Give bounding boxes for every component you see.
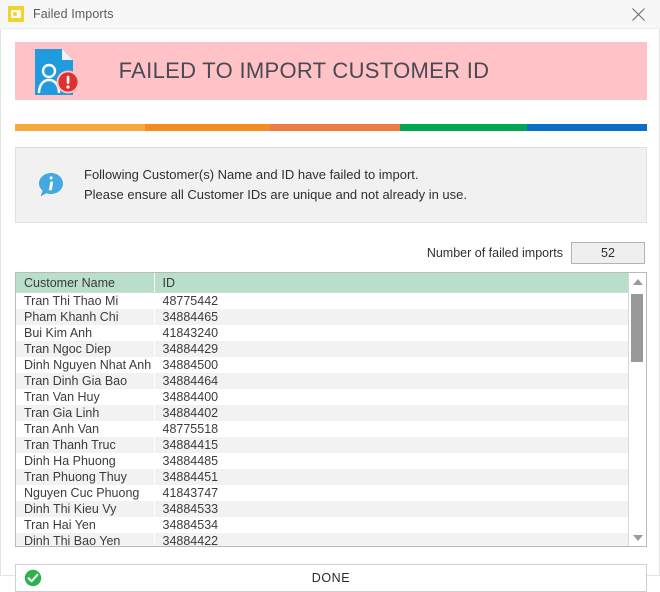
failed-count-value: 52 (571, 242, 645, 264)
table-row[interactable]: Dinh Ha Phuong 34884485 (16, 453, 628, 469)
cell-customer-name: Bui Kim Anh (16, 325, 155, 341)
table-row[interactable]: Tran Dinh Gia Bao 34884464 (16, 373, 628, 389)
cell-id: 34884429 (154, 341, 628, 357)
cell-customer-name: Tran Gia Linh (16, 405, 155, 421)
failed-count-label: Number of failed imports (426, 246, 563, 260)
table-row[interactable]: Nguyen Cuc Phuong 41843747 (16, 485, 628, 501)
cell-id: 34884400 (154, 389, 628, 405)
table-grid: Customer Name ID Tran Thi Thao Mi 4877544… (16, 273, 628, 546)
table-scrollbar[interactable] (628, 273, 646, 546)
error-banner: FAILED TO IMPORT CUSTOMER ID (15, 42, 647, 100)
done-button-label: DONE (311, 571, 351, 585)
scrollbar-track[interactable] (629, 290, 646, 529)
cell-customer-name: Dinh Ha Phuong (16, 453, 155, 469)
table-body: Tran Thi Thao Mi 48775442 Pham Khanh Chi 34… (16, 292, 628, 546)
cell-id: 41843240 (154, 325, 628, 341)
image-card-icon (8, 6, 24, 22)
stripe-segment-5 (526, 124, 647, 131)
close-icon[interactable] (616, 0, 660, 28)
cell-id: 34884500 (154, 357, 628, 373)
cell-customer-name: Tran Anh Van (16, 421, 155, 437)
stripe-segment-4 (399, 124, 527, 131)
scroll-down-arrow-icon[interactable] (629, 529, 646, 546)
cell-id: 34884465 (154, 309, 628, 325)
stripe-segment-2 (144, 124, 270, 131)
table-row[interactable]: Dinh Thi Bao Yen 34884422 (16, 533, 628, 546)
cell-customer-name: Tran Ngoc Diep (16, 341, 155, 357)
cell-customer-name: Dinh Nguyen Nhat Anh (16, 357, 155, 373)
customer-document-error-icon (29, 45, 83, 99)
cell-id: 34884534 (154, 517, 628, 533)
dialog-content: FAILED TO IMPORT CUSTOMER ID Following C… (0, 29, 660, 592)
table-row[interactable]: Tran Thanh Truc 34884415 (16, 437, 628, 453)
table-header-row: Customer Name ID (16, 273, 628, 293)
column-header-id[interactable]: ID (154, 273, 628, 293)
cell-customer-name: Tran Thi Thao Mi (16, 292, 155, 309)
failed-count-row: Number of failed imports 52 (427, 242, 645, 264)
cell-customer-name: Dinh Thi Kieu Vy (16, 501, 155, 517)
table-row[interactable]: Tran Van Huy 34884400 (16, 389, 628, 405)
title-bar: Failed Imports (0, 0, 660, 29)
accent-stripe (15, 124, 647, 131)
scrollbar-thumb[interactable] (631, 294, 643, 362)
table-row[interactable]: Tran Anh Van 48775518 (16, 421, 628, 437)
scroll-up-arrow-icon[interactable] (629, 273, 646, 290)
cell-id: 34884533 (154, 501, 628, 517)
cell-id: 34884464 (154, 373, 628, 389)
cell-id: 48775442 (154, 292, 628, 309)
failed-imports-table: Customer Name ID Tran Thi Thao Mi 4877544… (15, 272, 647, 547)
table-row[interactable]: Dinh Thi Kieu Vy 34884533 (16, 501, 628, 517)
table-row[interactable]: Pham Khanh Chi 34884465 (16, 309, 628, 325)
cell-customer-name: Pham Khanh Chi (16, 309, 155, 325)
cell-customer-name: Nguyen Cuc Phuong (16, 485, 155, 501)
cell-customer-name: Tran Phuong Thuy (16, 469, 155, 485)
table-row[interactable]: Tran Hai Yen 34884534 (16, 517, 628, 533)
cell-id: 34884402 (154, 405, 628, 421)
cell-customer-name: Tran Dinh Gia Bao (16, 373, 155, 389)
cell-id: 41843747 (154, 485, 628, 501)
info-line-1: Following Customer(s) Name and ID have f… (84, 167, 419, 182)
info-message-text: Following Customer(s) Name and ID have f… (84, 165, 467, 205)
green-check-icon (24, 569, 42, 587)
cell-id: 34884415 (154, 437, 628, 453)
table-viewport: Customer Name ID Tran Thi Thao Mi 4877544… (16, 273, 628, 546)
banner-title: FAILED TO IMPORT CUSTOMER ID (118, 58, 490, 83)
table-row[interactable]: Tran Thi Thao Mi 48775442 (16, 292, 628, 309)
table-row[interactable]: Dinh Nguyen Nhat Anh 34884500 (16, 357, 628, 373)
info-bubble-icon (38, 172, 64, 198)
cell-customer-name: Tran Van Huy (16, 389, 155, 405)
cell-customer-name: Tran Hai Yen (16, 517, 155, 533)
info-message-box: Following Customer(s) Name and ID have f… (15, 147, 647, 223)
table-row[interactable]: Bui Kim Anh 41843240 (16, 325, 628, 341)
table-row[interactable]: Tran Phuong Thuy 34884451 (16, 469, 628, 485)
info-line-2: Please ensure all Customer IDs are uniqu… (84, 187, 467, 202)
done-button[interactable]: DONE (15, 564, 647, 592)
cell-customer-name: Dinh Thi Bao Yen (16, 533, 155, 546)
window-title: Failed Imports (33, 7, 114, 21)
stripe-segment-1 (15, 124, 145, 131)
cell-id: 34884485 (154, 453, 628, 469)
stripe-segment-3 (269, 124, 400, 131)
column-header-customer-name[interactable]: Customer Name (16, 273, 155, 293)
cell-id: 48775518 (154, 421, 628, 437)
table-row[interactable]: Tran Ngoc Diep 34884429 (16, 341, 628, 357)
cell-id: 34884451 (154, 469, 628, 485)
cell-customer-name: Tran Thanh Truc (16, 437, 155, 453)
table-row[interactable]: Tran Gia Linh 34884402 (16, 405, 628, 421)
cell-id: 34884422 (154, 533, 628, 546)
